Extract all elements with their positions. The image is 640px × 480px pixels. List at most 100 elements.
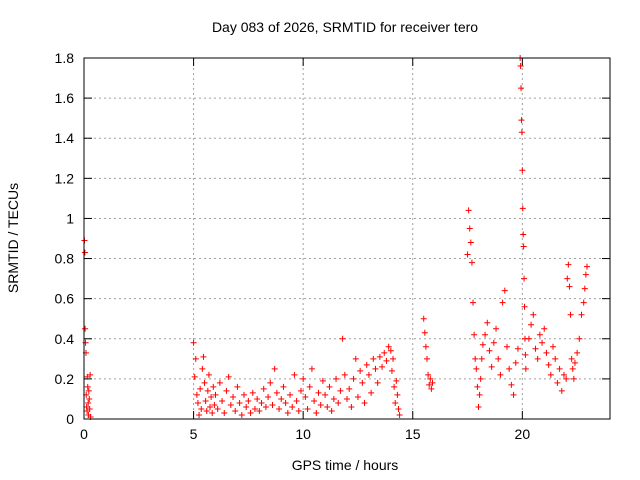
data-point: [348, 403, 355, 410]
data-point: [525, 335, 532, 342]
data-point: [276, 405, 283, 412]
data-point: [216, 379, 223, 386]
data-point: [341, 371, 348, 378]
data-point: [287, 391, 294, 398]
data-point: [478, 355, 485, 362]
data-point: [324, 403, 331, 410]
y-tick-label: 1.2: [55, 170, 75, 186]
data-point: [219, 397, 226, 404]
data-point: [230, 393, 237, 400]
data-point: [518, 129, 525, 136]
data-point: [372, 365, 379, 372]
data-point: [363, 361, 370, 368]
y-tick-label: 0.8: [55, 251, 75, 267]
y-tick-label: 1.4: [55, 130, 75, 146]
data-point: [199, 365, 206, 372]
data-point: [282, 399, 289, 406]
data-point: [465, 207, 472, 214]
data-point: [392, 399, 399, 406]
data-point: [297, 387, 304, 394]
data-point: [512, 359, 519, 366]
data-point: [258, 399, 265, 406]
data-point: [580, 299, 587, 306]
data-point: [552, 355, 559, 362]
data-point: [422, 343, 429, 350]
data-point: [221, 409, 228, 416]
data-point: [556, 365, 563, 372]
data-point: [207, 403, 214, 410]
data-point: [467, 239, 474, 246]
data-point: [495, 355, 502, 362]
data-point: [202, 397, 209, 404]
data-point: [326, 383, 333, 390]
data-point: [278, 395, 285, 402]
data-point: [247, 409, 254, 416]
data-point: [201, 379, 208, 386]
data-point: [243, 403, 250, 410]
data-point: [205, 371, 212, 378]
y-tick-label: 0.6: [55, 291, 75, 307]
data-point: [194, 399, 201, 406]
data-point: [570, 375, 577, 382]
data-point: [479, 341, 486, 348]
data-point: [521, 303, 528, 310]
data-point: [472, 355, 479, 362]
data-point: [210, 383, 217, 390]
data-point: [86, 395, 93, 402]
data-point: [563, 375, 570, 382]
data-point: [339, 335, 346, 342]
data-point: [361, 399, 368, 406]
data-point: [192, 355, 199, 362]
data-point: [85, 387, 92, 394]
data-point: [520, 243, 527, 250]
data-point: [486, 347, 493, 354]
data-point: [346, 385, 353, 392]
data-point: [352, 355, 359, 362]
data-point: [357, 367, 364, 374]
data-point: [565, 261, 572, 268]
data-point: [84, 383, 91, 390]
data-point: [390, 355, 397, 362]
data-point: [582, 271, 589, 278]
data-point: [337, 387, 344, 394]
data-point: [197, 385, 204, 392]
data-point: [421, 329, 428, 336]
y-tick-label: 0.4: [55, 331, 75, 347]
data-point: [330, 395, 337, 402]
data-point: [86, 405, 93, 412]
data-point: [488, 363, 495, 370]
data-point: [379, 363, 386, 370]
data-point: [227, 401, 234, 408]
data-point: [576, 335, 583, 342]
data-point: [554, 379, 561, 386]
data-point: [567, 311, 574, 318]
data-point: [394, 391, 401, 398]
data-point: [497, 371, 504, 378]
data-point: [532, 345, 539, 352]
data-point: [273, 389, 280, 396]
data-point: [245, 397, 252, 404]
data-point: [578, 311, 585, 318]
y-tick-label: 1.8: [55, 50, 75, 66]
data-point: [420, 315, 427, 322]
data-point: [256, 407, 263, 414]
data-point: [506, 365, 513, 372]
data-point: [335, 399, 342, 406]
data-point: [317, 401, 324, 408]
data-point: [543, 349, 550, 356]
data-point: [313, 409, 320, 416]
data-point: [391, 383, 398, 390]
data-point: [203, 407, 210, 414]
data-point: [510, 391, 517, 398]
data-point: [499, 299, 506, 306]
data-point: [311, 397, 318, 404]
data-point: [530, 311, 537, 318]
data-point: [234, 383, 241, 390]
data-point: [468, 259, 475, 266]
data-point: [209, 409, 216, 416]
data-point: [475, 403, 482, 410]
data-point: [354, 393, 361, 400]
data-point: [508, 381, 515, 388]
data-point: [571, 359, 578, 366]
